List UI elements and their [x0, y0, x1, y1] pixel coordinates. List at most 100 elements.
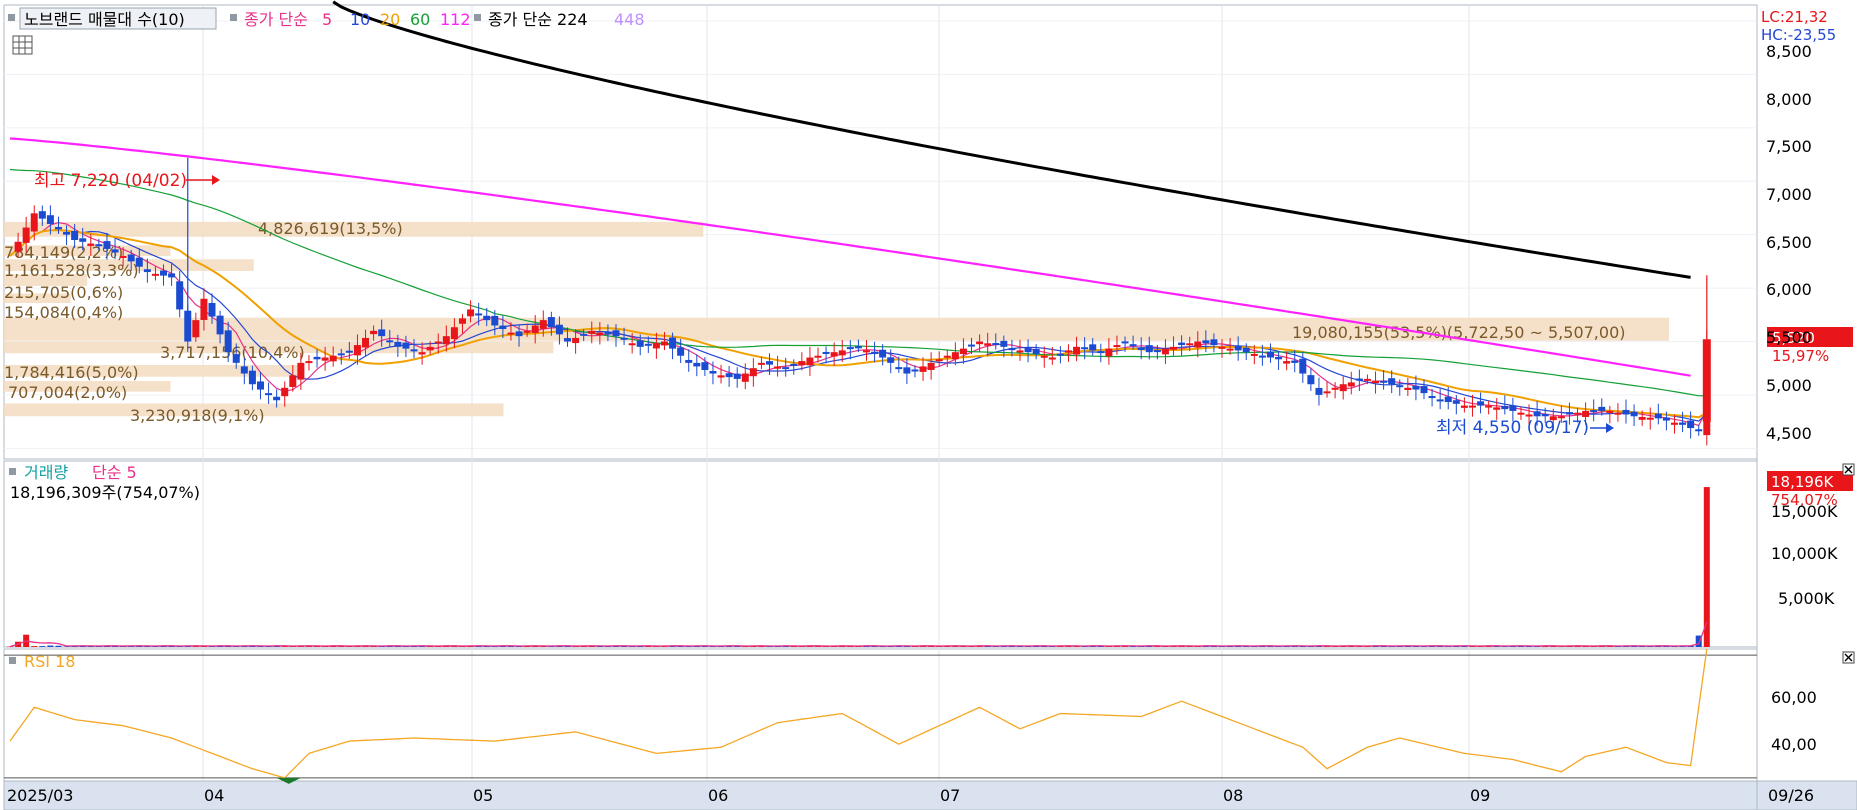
- ma-toggle-icon[interactable]: [230, 14, 237, 21]
- candle-body: [305, 361, 313, 364]
- candle-body: [1670, 422, 1678, 425]
- low-annotation: 최저 4,550 (09/17): [1436, 418, 1589, 438]
- volume-bar: [233, 646, 240, 647]
- candle-body: [838, 350, 846, 356]
- x-label: 08: [1223, 786, 1243, 805]
- candle-body: [1501, 405, 1509, 410]
- volume-toggle-icon[interactable]: [9, 468, 16, 475]
- volume-bar: [200, 646, 207, 647]
- volume-bar: [629, 646, 636, 647]
- volume-bar: [55, 645, 62, 647]
- candle-body: [677, 347, 685, 356]
- volume-profile-bar: [4, 293, 71, 304]
- low-arrow-icon: [1606, 423, 1614, 433]
- candle-body: [959, 348, 967, 355]
- rsi-toggle-icon[interactable]: [9, 657, 16, 664]
- legend-ma60: 60: [410, 10, 430, 29]
- candle-body: [895, 367, 903, 370]
- candle-body: [531, 325, 539, 334]
- volume-bar: [314, 646, 321, 647]
- rsi-close-icon[interactable]: [1842, 651, 1855, 664]
- candle-body: [693, 362, 701, 367]
- candle-body: [1646, 417, 1654, 420]
- legend-toggle-icon[interactable]: [8, 14, 15, 21]
- candle-body: [782, 367, 790, 370]
- candle-body: [1380, 380, 1388, 383]
- volume-close-icon[interactable]: [1842, 463, 1855, 476]
- candle-body: [1622, 409, 1630, 415]
- candle-body: [95, 244, 103, 247]
- candle-body: [1590, 410, 1598, 413]
- volume-profile-label: 1,784,416(5,0%): [4, 363, 139, 382]
- candle-body: [63, 231, 71, 235]
- candle-body: [248, 370, 256, 385]
- volume-bar: [370, 646, 377, 647]
- candle-body: [968, 344, 976, 347]
- volume-last-change: 754,07%: [1771, 491, 1838, 509]
- candle-body: [38, 211, 46, 219]
- candle-body: [1218, 346, 1226, 349]
- candle-body: [1250, 353, 1258, 356]
- candle-body: [604, 332, 612, 335]
- candle-body: [1695, 429, 1703, 432]
- candle-body: [507, 332, 515, 335]
- price-tick: 8,500: [1766, 42, 1812, 61]
- volume-bar: [540, 646, 547, 647]
- volume-bar: [596, 646, 603, 647]
- candle-body: [200, 298, 208, 320]
- candle-body: [1614, 412, 1622, 415]
- x-label: 09: [1470, 786, 1490, 805]
- legend-ma5: 5: [322, 10, 332, 29]
- candle-body: [1331, 387, 1339, 390]
- candle-body: [1048, 357, 1056, 360]
- candle-body: [733, 373, 741, 379]
- candle-body: [458, 318, 466, 324]
- volume-bar: [798, 646, 805, 647]
- legend-ma112: 112: [440, 10, 471, 29]
- candle-body: [564, 338, 572, 342]
- candle-body: [111, 249, 119, 253]
- volume-profile-label: 3,717,156(10,4%): [160, 343, 305, 362]
- legend-ma20: 20: [380, 10, 400, 29]
- hc-label: HC:-23,55: [1761, 26, 1836, 44]
- rsi-panel[interactable]: [3, 648, 1758, 782]
- legend-box[interactable]: [19, 7, 217, 30]
- candle-body: [1000, 340, 1008, 347]
- volume-panel[interactable]: [3, 460, 1758, 648]
- candle-body: [1056, 353, 1064, 356]
- candle-body: [240, 366, 248, 374]
- candle-body: [1355, 378, 1363, 381]
- volume-bar: [87, 646, 94, 647]
- legend-ma448: 448: [614, 10, 645, 29]
- candle-body: [644, 343, 652, 346]
- volume-last: 18,196K: [1771, 473, 1834, 491]
- x-axis-bar: [3, 780, 1857, 810]
- volume-bar: [1105, 646, 1112, 647]
- candle-body: [135, 257, 143, 267]
- candle-body: [1194, 341, 1202, 348]
- candle-body: [1275, 356, 1283, 360]
- volume-bar: [47, 645, 54, 647]
- rsi-title: RSI 18: [24, 652, 75, 671]
- x-end-label: 09/26: [1768, 786, 1814, 805]
- candle-body: [919, 366, 927, 372]
- candle-body: [394, 341, 402, 347]
- candle-body: [1509, 405, 1517, 411]
- candle-body: [515, 331, 523, 337]
- candle-body: [1234, 345, 1242, 351]
- candle-body: [1460, 405, 1468, 408]
- table-grid-icon[interactable]: [12, 35, 33, 55]
- candle-body: [362, 337, 370, 348]
- candle-body: [1582, 410, 1590, 417]
- candle-body: [685, 359, 693, 363]
- candle-body: [79, 238, 87, 242]
- volume-bar: [31, 646, 38, 647]
- candle-body: [580, 333, 588, 336]
- candle-body: [224, 330, 232, 353]
- candle-body: [1242, 347, 1250, 353]
- candle-body: [1137, 348, 1145, 351]
- rsi-tick: 40,00: [1771, 735, 1817, 754]
- candle-body: [976, 341, 984, 345]
- ma2-toggle-icon[interactable]: [474, 14, 481, 21]
